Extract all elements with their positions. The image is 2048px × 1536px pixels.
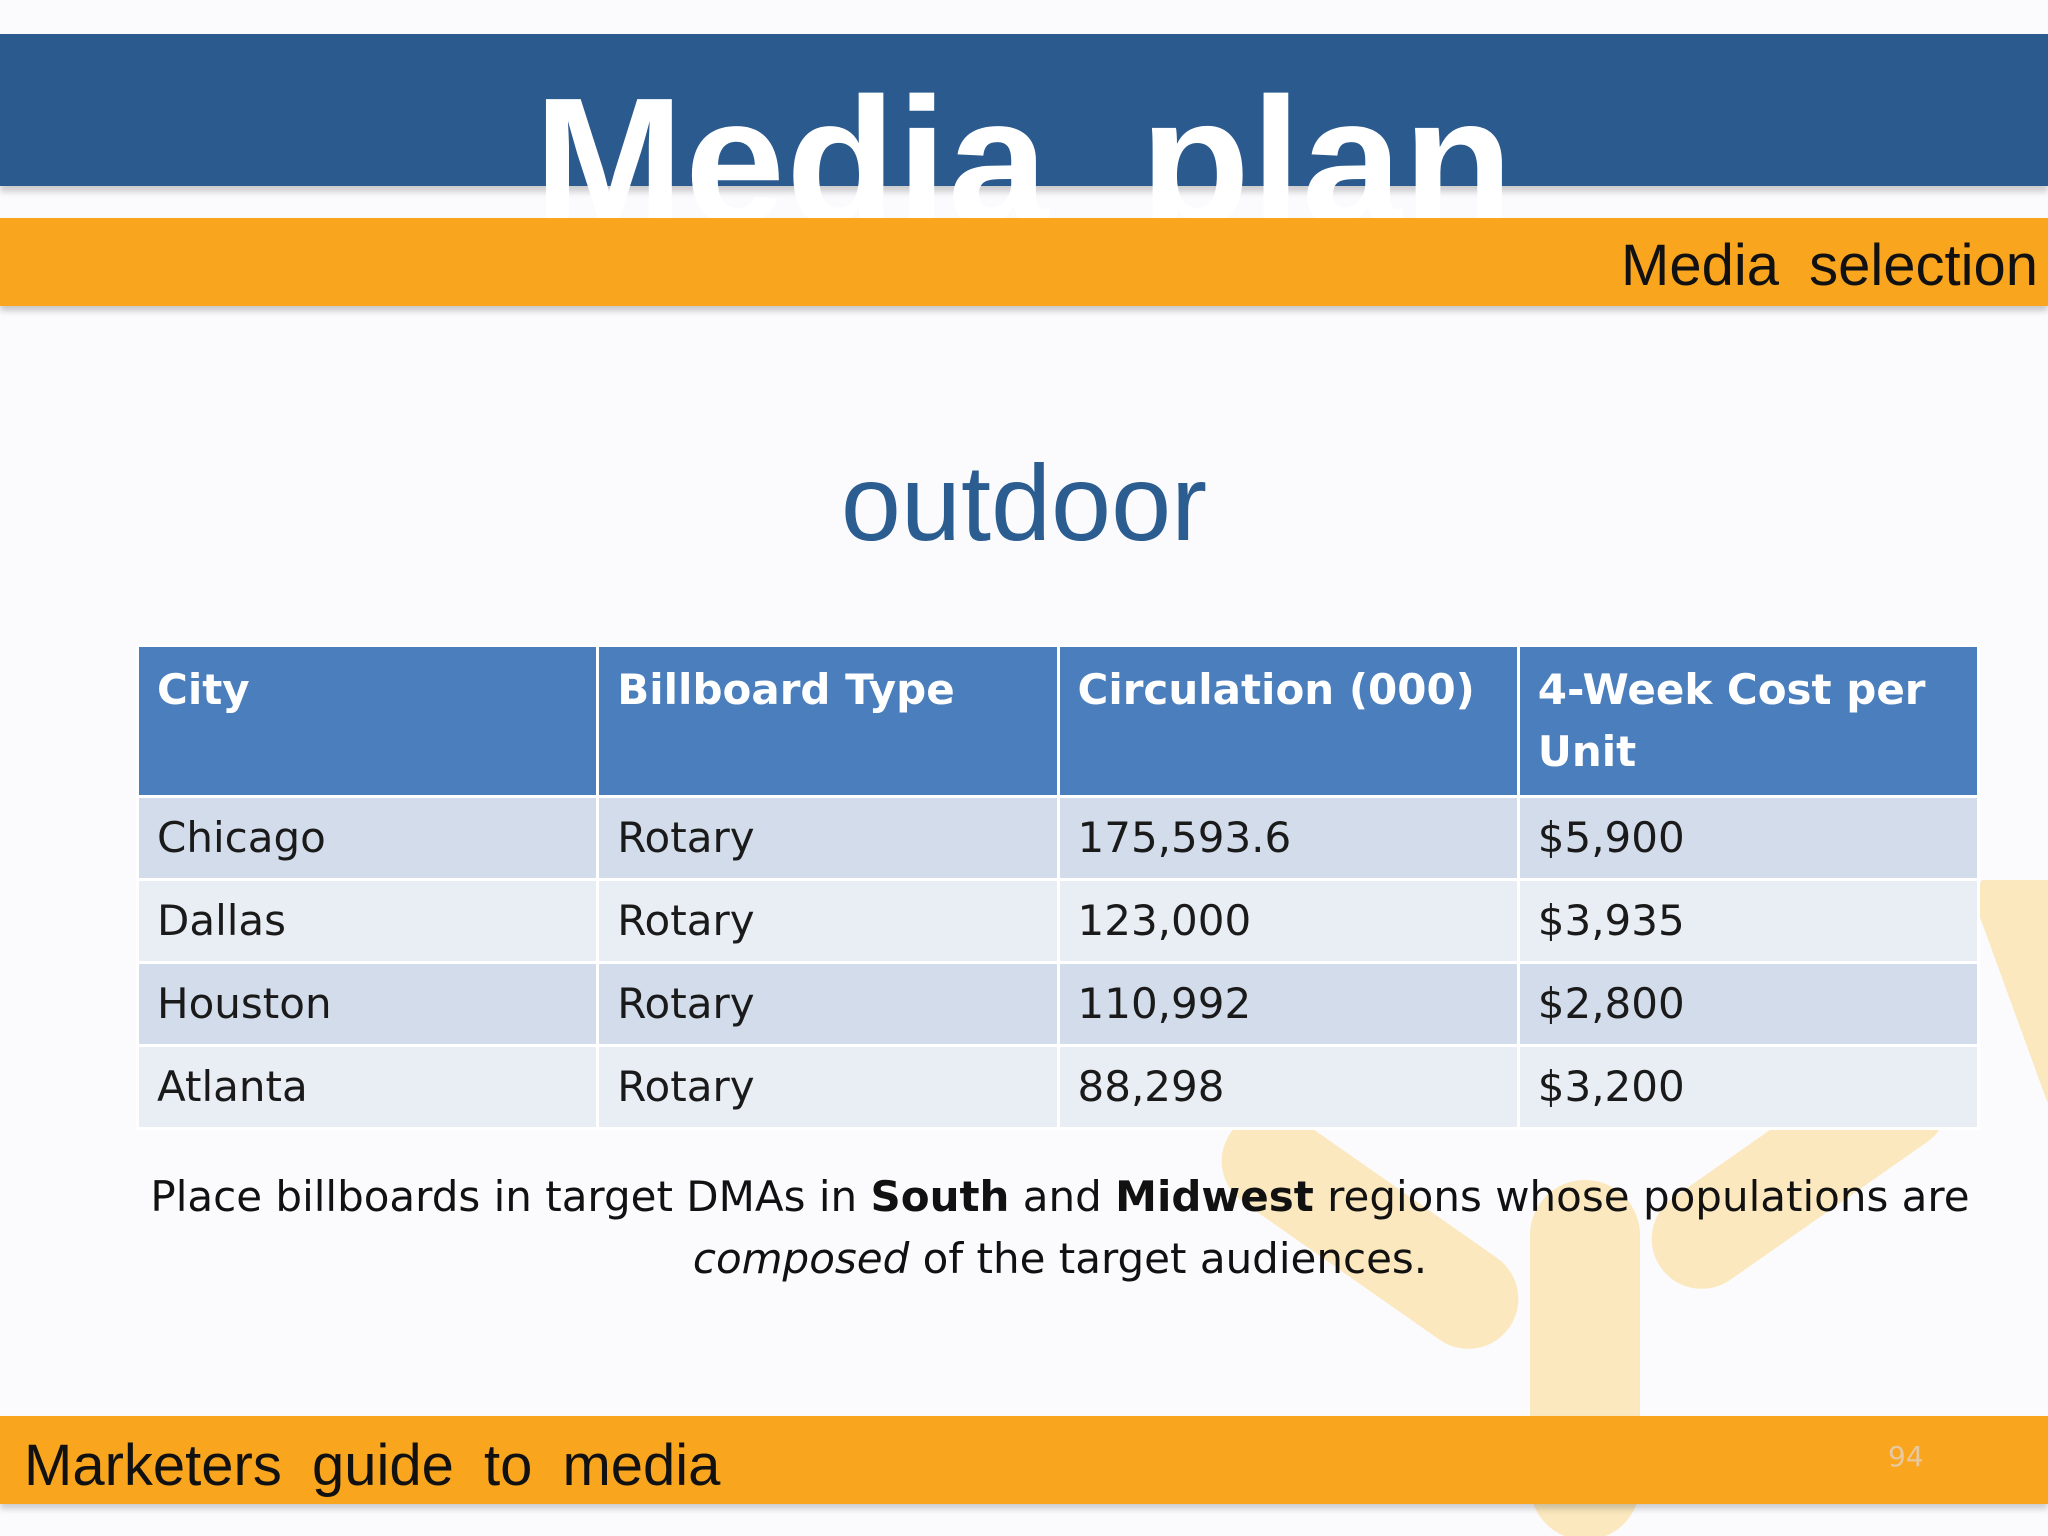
note-text: and — [1009, 1172, 1116, 1221]
note-text: of the target audiences. — [909, 1234, 1428, 1283]
cell-billboard-type: Rotary — [596, 878, 1060, 964]
cell-circulation: 123,000 — [1056, 878, 1520, 964]
table-row: Houston Rotary 110,992 $2,800 — [135, 961, 1981, 1047]
media-table: City Billboard Type Circulation (000) 4-… — [135, 644, 1981, 1130]
cell-cost: $3,200 — [1516, 1044, 1981, 1130]
cell-circulation: 88,298 — [1056, 1044, 1520, 1130]
note-bold-south: South — [870, 1172, 1010, 1221]
table-row: Chicago Rotary 175,593.6 $5,900 — [135, 795, 1981, 881]
column-header-cost: 4-Week Cost per Unit — [1516, 644, 1981, 798]
column-header-billboard-type: Billboard Type — [596, 644, 1060, 798]
note-text: Place billboards in target DMAs in — [150, 1172, 871, 1221]
cell-billboard-type: Rotary — [596, 961, 1060, 1047]
table-row: Atlanta Rotary 88,298 $3,200 — [135, 1044, 1981, 1130]
note-italic-composed: composed — [692, 1234, 910, 1283]
cell-city: Atlanta — [135, 1044, 600, 1130]
cell-city: Dallas — [135, 878, 600, 964]
cell-cost: $3,935 — [1516, 878, 1981, 964]
page-number: 94 — [1888, 1440, 1924, 1473]
cell-city: Houston — [135, 961, 600, 1047]
table-header-row: City Billboard Type Circulation (000) 4-… — [135, 644, 1981, 798]
note-text: regions whose populations are — [1313, 1172, 1970, 1221]
cell-cost: $5,900 — [1516, 795, 1981, 881]
title-bar: Media plan — [0, 34, 2048, 252]
note-bold-midwest: Midwest — [1115, 1172, 1314, 1221]
section-bar: Media selection — [0, 218, 2048, 306]
section-label: Media selection — [1621, 233, 2038, 298]
column-header-city: City — [135, 644, 600, 798]
body-note: Place billboards in target DMAs in South… — [140, 1166, 1980, 1290]
column-header-circulation: Circulation (000) — [1056, 644, 1520, 798]
footer-bar: Marketers guide to media 94 — [0, 1416, 2048, 1504]
slide-heading: outdoor — [840, 442, 1208, 563]
cell-city: Chicago — [135, 795, 600, 881]
footer-label: Marketers guide to media — [24, 1433, 721, 1498]
cell-circulation: 175,593.6 — [1056, 795, 1520, 881]
cell-cost: $2,800 — [1516, 961, 1981, 1047]
table-row: Dallas Rotary 123,000 $3,935 — [135, 878, 1981, 964]
cell-billboard-type: Rotary — [596, 795, 1060, 881]
cell-circulation: 110,992 — [1056, 961, 1520, 1047]
cell-billboard-type: Rotary — [596, 1044, 1060, 1130]
